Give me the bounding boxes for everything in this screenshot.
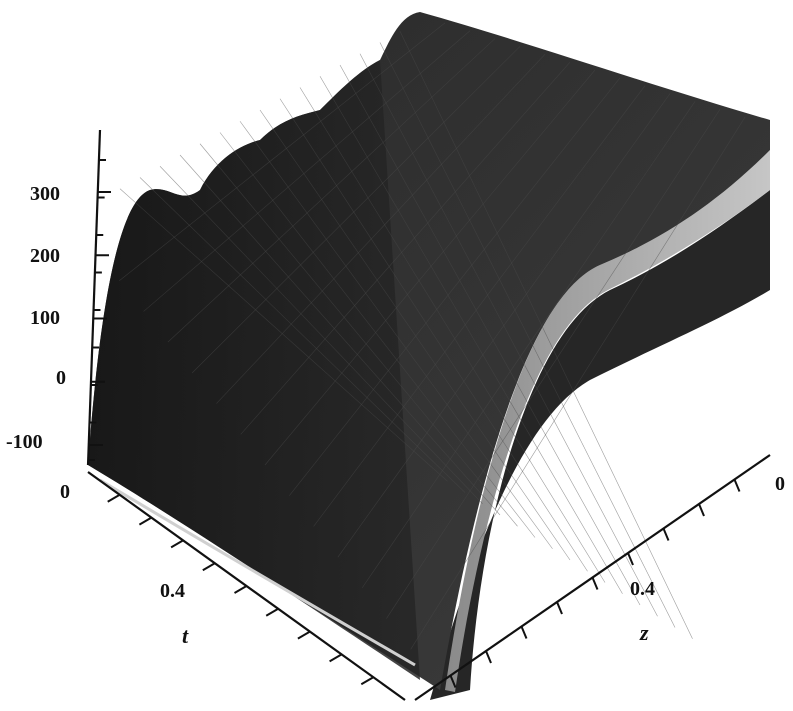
surface-front-face	[88, 60, 420, 680]
t-axis-title: t	[182, 623, 189, 648]
z-tick-4	[557, 602, 562, 614]
z-tick-8	[699, 504, 704, 516]
t-tick-7	[298, 632, 310, 639]
t-tick-6	[266, 609, 278, 616]
z-tick-label-minus100: -100	[6, 431, 43, 453]
t-tick-1	[108, 495, 120, 502]
z-tick-5	[593, 578, 598, 590]
z-axis-ticks	[451, 480, 740, 688]
z-tick-2	[486, 651, 491, 663]
zaxis-tick-label-0: 0	[775, 473, 785, 495]
t-tick-label-0: 0	[60, 481, 70, 503]
t-tick-2	[139, 518, 151, 525]
t-tick-8	[330, 654, 342, 661]
z-tick-9	[735, 480, 740, 492]
z-tick-label-200: 200	[30, 245, 60, 267]
z-tick-6	[628, 553, 633, 565]
z-tick-7	[664, 529, 669, 541]
t-tick-4	[203, 563, 215, 570]
z-tick-label-0: 0	[56, 367, 66, 389]
z-tick-3	[522, 627, 527, 639]
z-tick-label-300: 300	[30, 183, 60, 205]
t-tick-3	[171, 540, 183, 547]
z-axis-title: z	[639, 620, 649, 645]
t-tick-9	[361, 677, 373, 684]
t-tick-5	[235, 586, 247, 593]
z-tick-label-100: 100	[30, 307, 60, 329]
zaxis-tick-label-04: 0.4	[630, 578, 655, 600]
t-tick-label-04: 0.4	[160, 580, 185, 602]
